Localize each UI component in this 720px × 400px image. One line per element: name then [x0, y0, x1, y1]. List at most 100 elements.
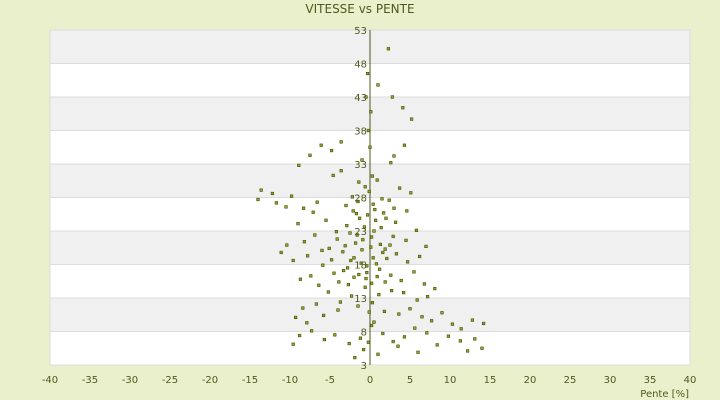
data-point	[326, 290, 331, 294]
data-point	[270, 191, 275, 196]
data-point	[333, 333, 337, 337]
data-point	[349, 294, 354, 298]
data-point	[336, 308, 340, 312]
data-point	[369, 235, 374, 239]
x-tick-label: -20	[202, 375, 218, 386]
data-point	[417, 254, 422, 259]
data-point	[365, 71, 370, 76]
data-point	[370, 301, 375, 305]
data-point	[291, 342, 295, 346]
data-point	[256, 197, 260, 202]
data-point	[279, 250, 283, 255]
data-point	[372, 320, 376, 324]
data-point	[361, 238, 365, 242]
data-point	[339, 169, 343, 173]
data-point	[420, 315, 424, 319]
data-point	[364, 95, 368, 99]
data-point	[309, 329, 314, 333]
data-point	[353, 356, 357, 360]
y-tick-label: 43	[354, 93, 367, 104]
data-point	[317, 283, 321, 287]
data-point	[298, 277, 303, 281]
data-point	[321, 263, 325, 267]
data-point	[357, 180, 361, 184]
x-tick-label: 10	[444, 375, 457, 386]
x-tick-label: -5	[325, 375, 335, 386]
x-tick-label: -30	[122, 375, 138, 386]
data-point	[402, 143, 407, 147]
data-point	[433, 287, 437, 291]
data-point	[301, 306, 305, 310]
data-point	[380, 197, 384, 201]
data-point	[377, 267, 382, 271]
data-point	[470, 318, 475, 322]
data-point	[391, 339, 395, 344]
data-point	[373, 207, 377, 212]
y-tick-label: 33	[354, 160, 367, 171]
data-point	[379, 226, 383, 230]
data-point	[345, 224, 349, 228]
data-point	[293, 315, 298, 320]
data-point	[386, 47, 391, 51]
data-point	[390, 95, 395, 99]
data-point	[354, 211, 359, 216]
y-tick-label: 8	[361, 328, 367, 339]
data-point	[376, 352, 380, 356]
data-point	[394, 252, 399, 256]
data-point	[415, 298, 419, 302]
data-point	[360, 248, 364, 252]
data-point	[324, 218, 328, 222]
data-point	[350, 195, 355, 199]
data-point	[369, 281, 374, 285]
data-point	[450, 322, 455, 326]
data-point	[459, 327, 463, 331]
data-point	[391, 234, 395, 238]
data-point	[388, 243, 392, 247]
data-point	[353, 241, 358, 245]
data-point	[346, 282, 351, 287]
data-point	[308, 153, 312, 157]
x-tick-label: 40	[684, 375, 697, 386]
data-point	[289, 194, 294, 198]
x-tick-label: 25	[564, 375, 577, 386]
data-point	[366, 128, 371, 133]
x-tick-label: 5	[407, 375, 413, 386]
data-point	[404, 238, 408, 242]
data-point	[329, 258, 334, 262]
data-point	[387, 198, 391, 202]
data-point	[481, 321, 486, 326]
data-point	[365, 213, 370, 217]
data-point	[302, 240, 307, 244]
data-point	[416, 350, 420, 354]
data-point	[401, 106, 405, 110]
data-point	[392, 206, 396, 210]
data-point	[351, 209, 355, 213]
x-tick-labels: -40 -35 -30 -25 -20 -15 -10 -5 0 5 10 15 20 25 30 35 40	[42, 375, 697, 386]
data-point	[356, 199, 360, 204]
data-point	[425, 331, 429, 335]
data-point	[348, 231, 352, 235]
data-point	[322, 337, 327, 342]
data-point	[331, 173, 335, 177]
data-point	[358, 336, 363, 340]
data-point	[367, 310, 371, 314]
data-point	[315, 200, 319, 204]
data-point	[413, 326, 417, 330]
x-tick-label: -15	[242, 375, 258, 386]
data-point	[422, 282, 427, 286]
data-point	[297, 333, 302, 338]
data-point	[366, 340, 371, 344]
data-point	[341, 250, 345, 254]
data-point	[465, 349, 470, 353]
x-axis-label: Pente [%]	[640, 389, 689, 400]
data-point	[396, 344, 400, 348]
data-point	[360, 158, 364, 162]
data-point	[399, 278, 403, 283]
data-point	[397, 186, 402, 190]
y-tick-label: 23	[354, 227, 367, 238]
chart-title: VITESSE vs PENTE	[305, 2, 415, 16]
data-point	[383, 247, 387, 251]
data-point	[405, 260, 410, 264]
y-tick-label: 48	[354, 60, 367, 71]
data-point	[355, 233, 359, 237]
